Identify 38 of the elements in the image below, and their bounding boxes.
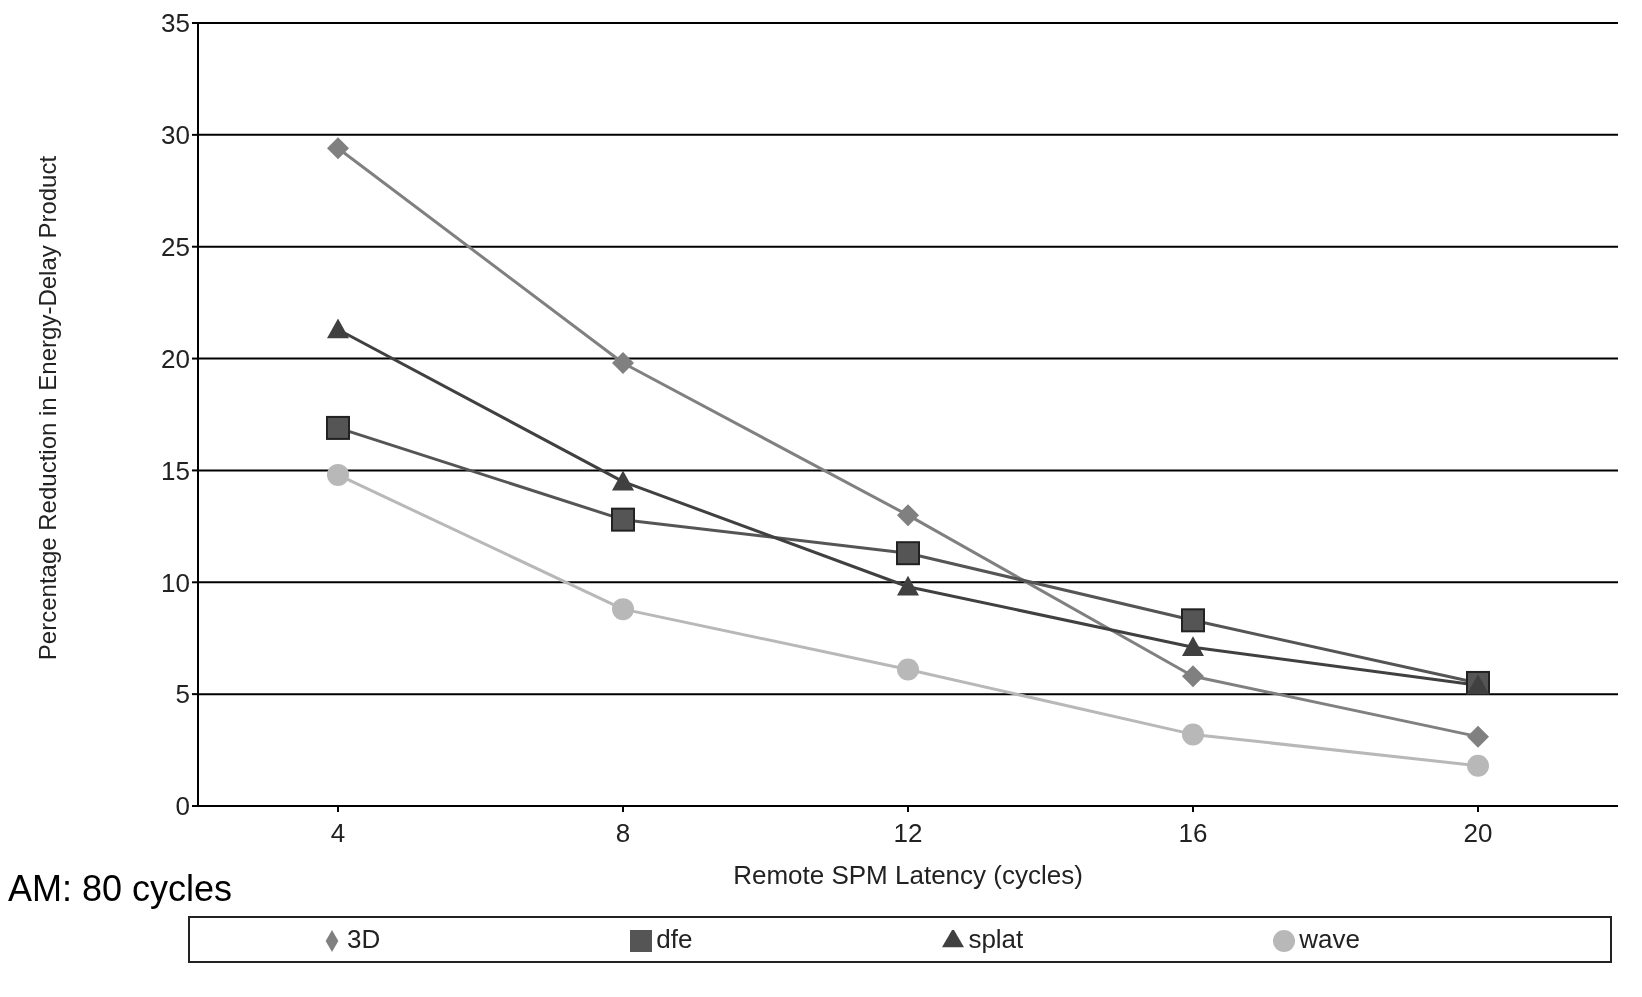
point xyxy=(1181,608,1205,633)
x-tick-label: 4 xyxy=(330,818,346,849)
y-tick-label: 15 xyxy=(161,455,190,486)
point xyxy=(612,598,634,621)
x-tick-label: 12 xyxy=(893,818,923,849)
y-tick-label: 25 xyxy=(161,231,190,262)
y-tick-label: 30 xyxy=(161,120,190,151)
y-tick-label: 5 xyxy=(175,679,190,710)
point xyxy=(327,137,349,160)
x-tick-label: 8 xyxy=(615,818,631,849)
point xyxy=(1467,754,1489,777)
point xyxy=(612,470,634,491)
y-tick-label: 10 xyxy=(161,567,190,598)
point xyxy=(327,463,349,486)
x-tick-label: 16 xyxy=(1178,818,1208,849)
text: AM: 80 cycles xyxy=(8,868,233,910)
x-tick-label: 20 xyxy=(1463,818,1493,849)
point xyxy=(1182,636,1204,656)
point xyxy=(1467,725,1489,748)
legend-label: dfe xyxy=(656,924,693,954)
y-tick-label: 20 xyxy=(161,343,190,374)
legend-label: 3D xyxy=(346,924,381,954)
y-tick-label: 0 xyxy=(175,791,190,822)
point xyxy=(896,541,920,566)
legend-label: wave xyxy=(1299,924,1360,954)
point xyxy=(326,415,350,440)
point xyxy=(897,504,919,527)
point xyxy=(611,507,635,532)
point xyxy=(1182,665,1204,688)
y-tick-label: 35 xyxy=(161,8,190,39)
point xyxy=(327,318,349,339)
legend-label: splat xyxy=(968,924,1024,954)
point xyxy=(897,575,919,596)
x-axis-title: Remote SPM Latency (cycles) xyxy=(733,860,1083,891)
point xyxy=(1182,723,1204,746)
y-axis-title: Percentage Reduction in Energy-Delay Product xyxy=(33,154,62,663)
point xyxy=(897,658,919,681)
point xyxy=(612,352,634,375)
